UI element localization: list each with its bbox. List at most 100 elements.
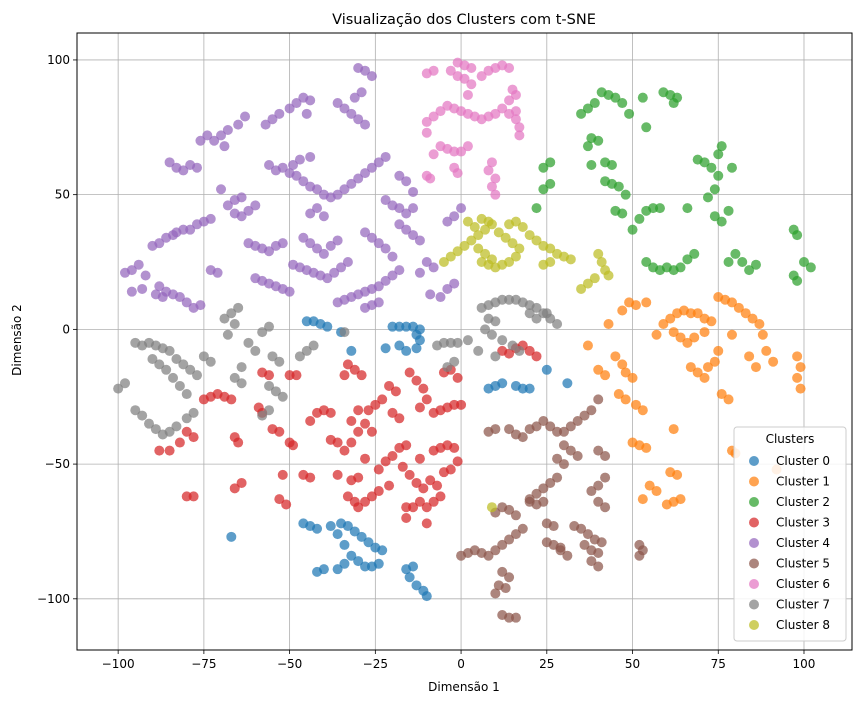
data-point: [459, 73, 470, 84]
data-point: [137, 410, 148, 421]
data-point: [716, 216, 727, 227]
data-point: [497, 378, 508, 389]
data-point: [593, 248, 604, 259]
data-point: [524, 308, 535, 319]
data-point: [497, 103, 508, 114]
data-point: [452, 168, 463, 179]
data-point: [312, 184, 323, 195]
data-point: [332, 235, 343, 246]
data-point: [668, 98, 679, 109]
data-point: [332, 564, 343, 575]
data-point: [373, 238, 384, 249]
data-point: [380, 275, 391, 286]
data-point: [284, 286, 295, 297]
data-point: [675, 262, 686, 273]
data-point: [555, 545, 566, 556]
legend-label: Cluster 0: [776, 454, 830, 468]
data-point: [596, 257, 607, 268]
data-point: [593, 496, 604, 507]
data-point: [411, 343, 422, 354]
data-point: [517, 383, 528, 394]
data-point: [236, 477, 247, 488]
data-point: [665, 313, 676, 324]
data-point: [301, 108, 312, 119]
data-point: [490, 424, 501, 435]
data-point: [449, 211, 460, 222]
data-point: [486, 502, 497, 513]
data-point: [394, 219, 405, 230]
data-point: [298, 176, 309, 187]
data-point: [531, 351, 542, 362]
data-point: [672, 469, 683, 480]
data-point: [332, 437, 343, 448]
data-point: [401, 512, 412, 523]
data-point: [312, 407, 323, 418]
data-point: [565, 421, 576, 432]
data-point: [490, 316, 501, 327]
series-6: [421, 57, 525, 200]
data-point: [514, 130, 525, 141]
data-point: [161, 364, 172, 375]
data-point: [723, 257, 734, 268]
legend-marker: [749, 558, 759, 569]
data-point: [373, 486, 384, 497]
data-point: [133, 259, 144, 270]
data-point: [435, 491, 446, 502]
data-point: [332, 189, 343, 200]
legend-marker: [749, 517, 759, 528]
data-point: [449, 442, 460, 453]
data-point: [360, 227, 371, 238]
data-point: [366, 491, 377, 502]
data-point: [226, 308, 237, 319]
data-point: [486, 181, 497, 192]
data-point: [428, 65, 439, 76]
data-point: [401, 176, 412, 187]
data-point: [264, 160, 275, 171]
data-point: [723, 394, 734, 405]
data-point: [531, 203, 542, 214]
data-point: [486, 157, 497, 168]
data-point: [356, 531, 367, 542]
data-point: [582, 529, 593, 540]
data-point: [507, 238, 518, 249]
data-point: [709, 211, 720, 222]
data-point: [181, 491, 192, 502]
data-point: [630, 399, 641, 410]
data-point: [404, 469, 415, 480]
data-point: [586, 486, 597, 497]
data-point: [229, 318, 240, 329]
data-point: [298, 469, 309, 480]
data-point: [178, 224, 189, 235]
data-point: [600, 451, 611, 462]
data-point: [421, 116, 432, 127]
data-point: [353, 426, 364, 437]
data-point: [490, 173, 501, 184]
data-point: [154, 238, 165, 249]
data-point: [504, 534, 515, 545]
data-point: [538, 162, 549, 173]
data-point: [294, 154, 305, 165]
data-point: [709, 184, 720, 195]
data-point: [651, 329, 662, 340]
data-point: [582, 103, 593, 114]
data-point: [185, 224, 196, 235]
data-point: [617, 208, 628, 219]
data-point: [126, 265, 137, 276]
legend-label: Cluster 3: [776, 516, 830, 530]
data-point: [617, 305, 628, 316]
data-point: [449, 399, 460, 410]
data-point: [318, 248, 329, 259]
data-point: [397, 461, 408, 472]
data-point: [600, 370, 611, 381]
data-point: [473, 345, 484, 356]
data-point: [387, 451, 398, 462]
data-point: [562, 550, 573, 561]
data-point: [792, 372, 803, 383]
data-point: [706, 162, 717, 173]
data-point: [188, 491, 199, 502]
data-point: [387, 321, 398, 332]
data-point: [260, 119, 271, 130]
data-point: [593, 135, 604, 146]
data-point: [744, 265, 755, 276]
data-point: [373, 297, 384, 308]
